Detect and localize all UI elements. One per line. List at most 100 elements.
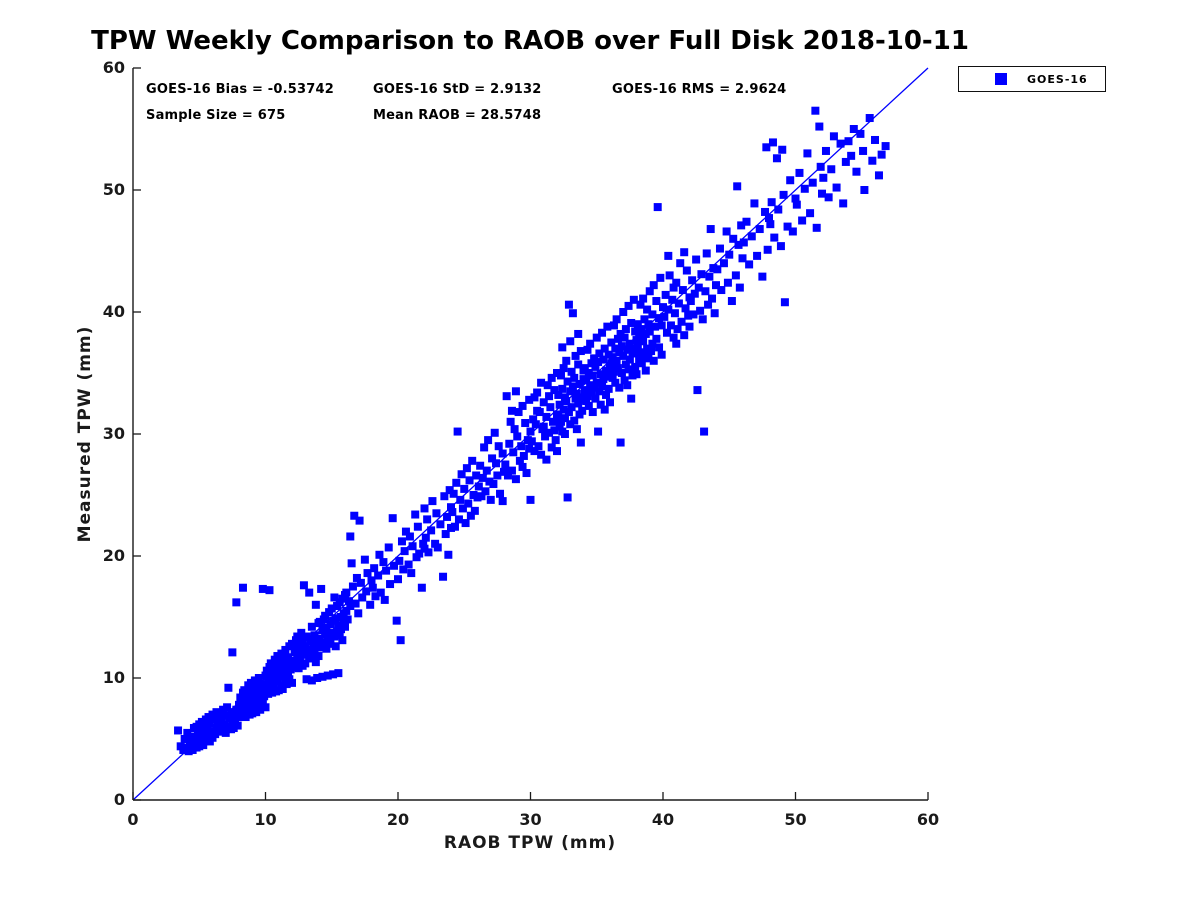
scatter-point <box>343 615 352 624</box>
scatter-point <box>216 710 225 719</box>
scatter-point <box>193 730 202 739</box>
scatter-point <box>466 511 475 520</box>
scatter-point <box>629 295 638 304</box>
scatter-point <box>644 354 653 363</box>
scatter-point <box>489 480 498 489</box>
scatter-point <box>631 362 640 371</box>
scatter-point <box>559 405 568 414</box>
scatter-point <box>849 125 858 133</box>
scatter-point <box>772 154 781 163</box>
scatter-point <box>694 283 703 292</box>
scatter-point <box>856 129 865 138</box>
scatter-point <box>310 631 319 640</box>
scatter-point <box>747 232 756 241</box>
scatter-point <box>665 271 674 280</box>
scatter-point <box>439 572 448 581</box>
scatter-point <box>776 242 785 251</box>
scatter-point <box>640 315 649 324</box>
scatter-point <box>612 315 621 324</box>
scatter-point <box>821 146 830 155</box>
scatter-point <box>553 447 561 456</box>
scatter-point <box>344 597 353 606</box>
scatter-point <box>609 321 618 330</box>
scatter-point <box>603 372 612 381</box>
scatter-point <box>844 137 853 146</box>
scatter-point <box>696 306 705 315</box>
scatter-point <box>871 135 879 144</box>
scatter-point <box>542 455 551 464</box>
scatter-point <box>737 221 746 230</box>
x-tick-label: 10 <box>254 810 277 829</box>
scatter-point <box>877 150 886 159</box>
scatter-point <box>592 378 601 387</box>
scatter-point <box>261 703 270 712</box>
stat-sample-size: Sample Size = 675 <box>146 108 286 123</box>
scatter-point <box>600 405 609 414</box>
scatter-point <box>352 573 361 582</box>
scatter-series-goes16 <box>174 106 890 756</box>
scatter-point <box>865 114 874 123</box>
scatter-point <box>496 489 505 498</box>
scatter-point <box>392 616 401 625</box>
scatter-point <box>742 217 751 226</box>
scatter-point <box>596 370 605 379</box>
scatter-point <box>305 588 314 597</box>
scatter-point <box>617 369 626 377</box>
scatter-point <box>600 344 609 353</box>
scatter-point <box>613 334 622 343</box>
chart-title: TPW Weekly Comparison to RAOB over Full … <box>91 26 969 56</box>
scatter-point <box>233 721 242 730</box>
scatter-point <box>397 537 406 546</box>
scatter-point <box>641 366 650 375</box>
scatter-point <box>874 171 883 180</box>
scatter-point <box>648 310 657 319</box>
scatter-point <box>588 371 597 380</box>
scatter-point <box>812 223 821 232</box>
scatter-point <box>617 342 626 351</box>
scatter-point <box>282 680 291 689</box>
scatter-point <box>424 548 433 557</box>
scatter-point <box>815 122 824 131</box>
scatter-point <box>356 578 365 587</box>
scatter-point <box>847 151 856 160</box>
scatter-point <box>507 466 516 475</box>
scatter-point <box>659 303 667 312</box>
x-tick-label: 60 <box>916 810 940 829</box>
scatter-point <box>818 189 826 198</box>
scatter-point <box>394 575 402 584</box>
scatter-point <box>326 637 335 646</box>
scatter-point <box>576 347 585 356</box>
scatter-point <box>580 386 589 395</box>
scatter-point <box>400 547 409 556</box>
scatter-point <box>725 250 734 259</box>
scatter-point <box>819 173 828 182</box>
scatter-point <box>868 156 877 165</box>
scatter-point <box>456 495 465 504</box>
scatter-point <box>729 234 738 243</box>
scatter-point <box>578 406 587 415</box>
scatter-point <box>254 674 263 682</box>
stat-bias: GOES-16 Bias = -0.53742 <box>146 82 335 97</box>
scatter-point <box>522 469 531 478</box>
scatter-point <box>420 504 429 513</box>
scatter-point <box>517 442 526 451</box>
scatter-point <box>811 106 820 115</box>
scatter-point <box>594 358 603 367</box>
scatter-point <box>624 301 633 310</box>
scatter-point <box>753 251 762 260</box>
scatter-point <box>542 412 551 421</box>
scatter-point <box>228 648 237 657</box>
scatter-point <box>719 259 728 268</box>
scatter-point <box>351 599 360 608</box>
scatter-point <box>702 249 711 258</box>
scatter-point <box>571 394 580 403</box>
scatter-point <box>329 670 338 679</box>
scatter-point <box>366 600 375 609</box>
scatter-point <box>627 318 636 327</box>
scatter-point <box>655 343 664 352</box>
scatter-point <box>623 345 632 354</box>
scatter-point <box>645 327 654 336</box>
scatter-point <box>722 227 731 236</box>
scatter-point <box>367 576 376 585</box>
scatter-point <box>319 638 328 647</box>
